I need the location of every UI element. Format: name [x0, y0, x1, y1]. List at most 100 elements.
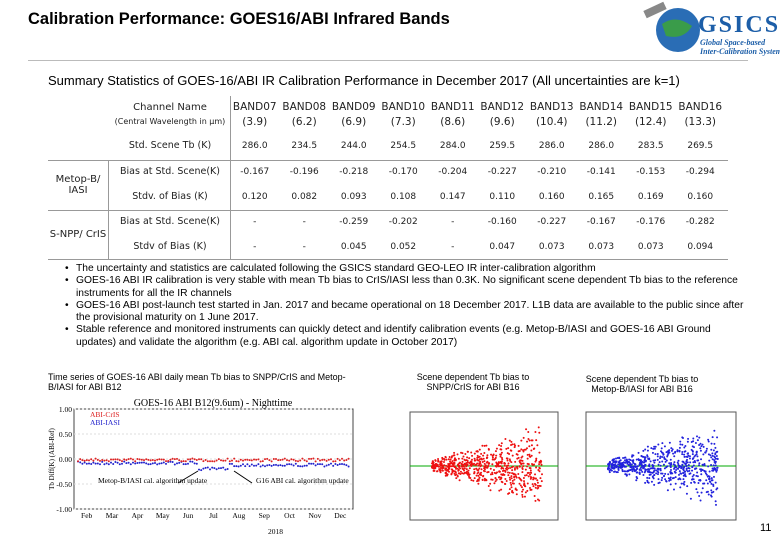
scatter-dot — [462, 455, 465, 458]
corner-name: Channel Name — [133, 102, 207, 114]
table-cell: - — [253, 242, 257, 253]
scatter-dot — [173, 458, 176, 461]
scatter-dot — [534, 431, 537, 434]
scatter-dot — [665, 459, 668, 462]
scatter-dot — [711, 436, 714, 439]
group-name: S-NPP/ CrIS — [49, 229, 107, 241]
scatter-dot — [715, 470, 718, 473]
scatter-dot — [461, 457, 464, 460]
scatter-dot — [154, 459, 156, 462]
table-cell: -0.227 — [537, 217, 567, 228]
scatter-dot — [657, 478, 660, 481]
scatter-dot — [654, 459, 657, 462]
scatter-dot — [699, 479, 702, 482]
scatter-dot — [433, 469, 436, 472]
scatter-dot — [617, 463, 620, 466]
scatter-dot — [694, 441, 697, 444]
scatter-dot — [708, 459, 711, 462]
scatter-dot — [676, 467, 679, 470]
scatter-dot — [465, 468, 468, 471]
scatter-dot — [477, 474, 480, 477]
scatter-dot — [707, 440, 710, 443]
scatter-dot — [127, 461, 130, 464]
scatter-dot — [640, 455, 643, 458]
band-name: BAND09 — [331, 100, 376, 113]
table-cell: -0.202 — [388, 217, 418, 228]
scatter-dot — [656, 470, 659, 473]
scatter-dot — [698, 462, 701, 465]
scatter-dot — [432, 466, 435, 469]
scatter-dot — [468, 467, 471, 470]
scatter-dot — [693, 481, 696, 484]
scatter-dot — [465, 459, 468, 462]
scatter-dot — [688, 457, 691, 460]
scatter-dot — [305, 464, 308, 467]
y-axis-label: Tb Diff(K) (ABI-Ref) — [48, 427, 56, 489]
scatter-dot — [656, 458, 659, 461]
scatter-dot — [705, 491, 708, 494]
scatter-dot — [334, 460, 337, 463]
scatter-dot — [673, 461, 676, 464]
scatter-dot — [169, 458, 172, 461]
scatter-dot — [710, 464, 713, 467]
scatter-dot — [476, 454, 479, 457]
y-tick-label: -1.00 — [56, 505, 72, 514]
scatter-dot — [707, 438, 710, 441]
scatter-dot — [255, 458, 258, 461]
scatter-dot — [456, 474, 459, 477]
scatter-dot — [635, 479, 638, 482]
scatter-dot — [520, 486, 523, 489]
scatter-dot — [653, 445, 656, 448]
scatter-dot — [456, 467, 459, 470]
scatter-dot — [250, 459, 253, 462]
table-cell: 0.073 — [588, 242, 615, 253]
scatter-dot — [518, 482, 521, 485]
scatter-dot — [81, 459, 84, 462]
table-cell: - — [302, 242, 306, 253]
scatter-dot — [651, 464, 654, 467]
table-cell: -0.259 — [339, 217, 369, 228]
scatter-dot — [482, 469, 485, 472]
scatter-dot — [465, 465, 468, 468]
scatter-dot — [259, 460, 262, 463]
scatter-dot — [640, 469, 643, 472]
scatter-dot — [688, 467, 691, 470]
scatter-dot — [686, 470, 689, 473]
x-tick-label: Apr — [132, 511, 144, 520]
scatter-dot — [220, 459, 222, 462]
table-cell: - — [253, 217, 257, 228]
scatter-dot — [708, 470, 711, 473]
scatter-dot — [314, 460, 317, 463]
scatter-dot — [710, 448, 713, 451]
scatter-dot — [526, 453, 529, 456]
logo-line: Global Space-based — [700, 38, 766, 47]
scatter-dot — [712, 490, 715, 493]
scatter-dot — [641, 470, 644, 473]
scatter-dot — [687, 464, 690, 467]
scatter-dot — [488, 462, 491, 465]
scatter-dot — [526, 462, 529, 465]
scatter-dot — [611, 463, 614, 466]
scatter-dot — [691, 457, 694, 460]
scatter-dot — [660, 447, 663, 450]
scatter-dot — [607, 467, 610, 470]
scatter-dot — [167, 459, 170, 462]
scatter-dot — [715, 488, 718, 491]
scatter-dot — [530, 444, 533, 447]
scatter-dot — [710, 442, 713, 445]
scatter-dot — [226, 457, 229, 460]
band-name: BAND12 — [480, 100, 525, 113]
scatter-dot — [712, 469, 715, 472]
scatter-dot — [486, 471, 489, 474]
table-cell: 0.165 — [588, 192, 615, 203]
scatter-dot — [244, 458, 247, 461]
caption: Time series of GOES-16 ABI daily mean Tb… — [48, 372, 346, 392]
scatter-dot — [534, 477, 537, 480]
scatter-dot — [292, 464, 295, 467]
scatter-dot — [629, 463, 632, 466]
scatter-dot — [266, 457, 269, 460]
scatter-dot — [695, 450, 698, 453]
scatter-dot — [321, 463, 324, 466]
scatter-dot — [507, 464, 510, 467]
scatter-dot — [453, 454, 456, 457]
